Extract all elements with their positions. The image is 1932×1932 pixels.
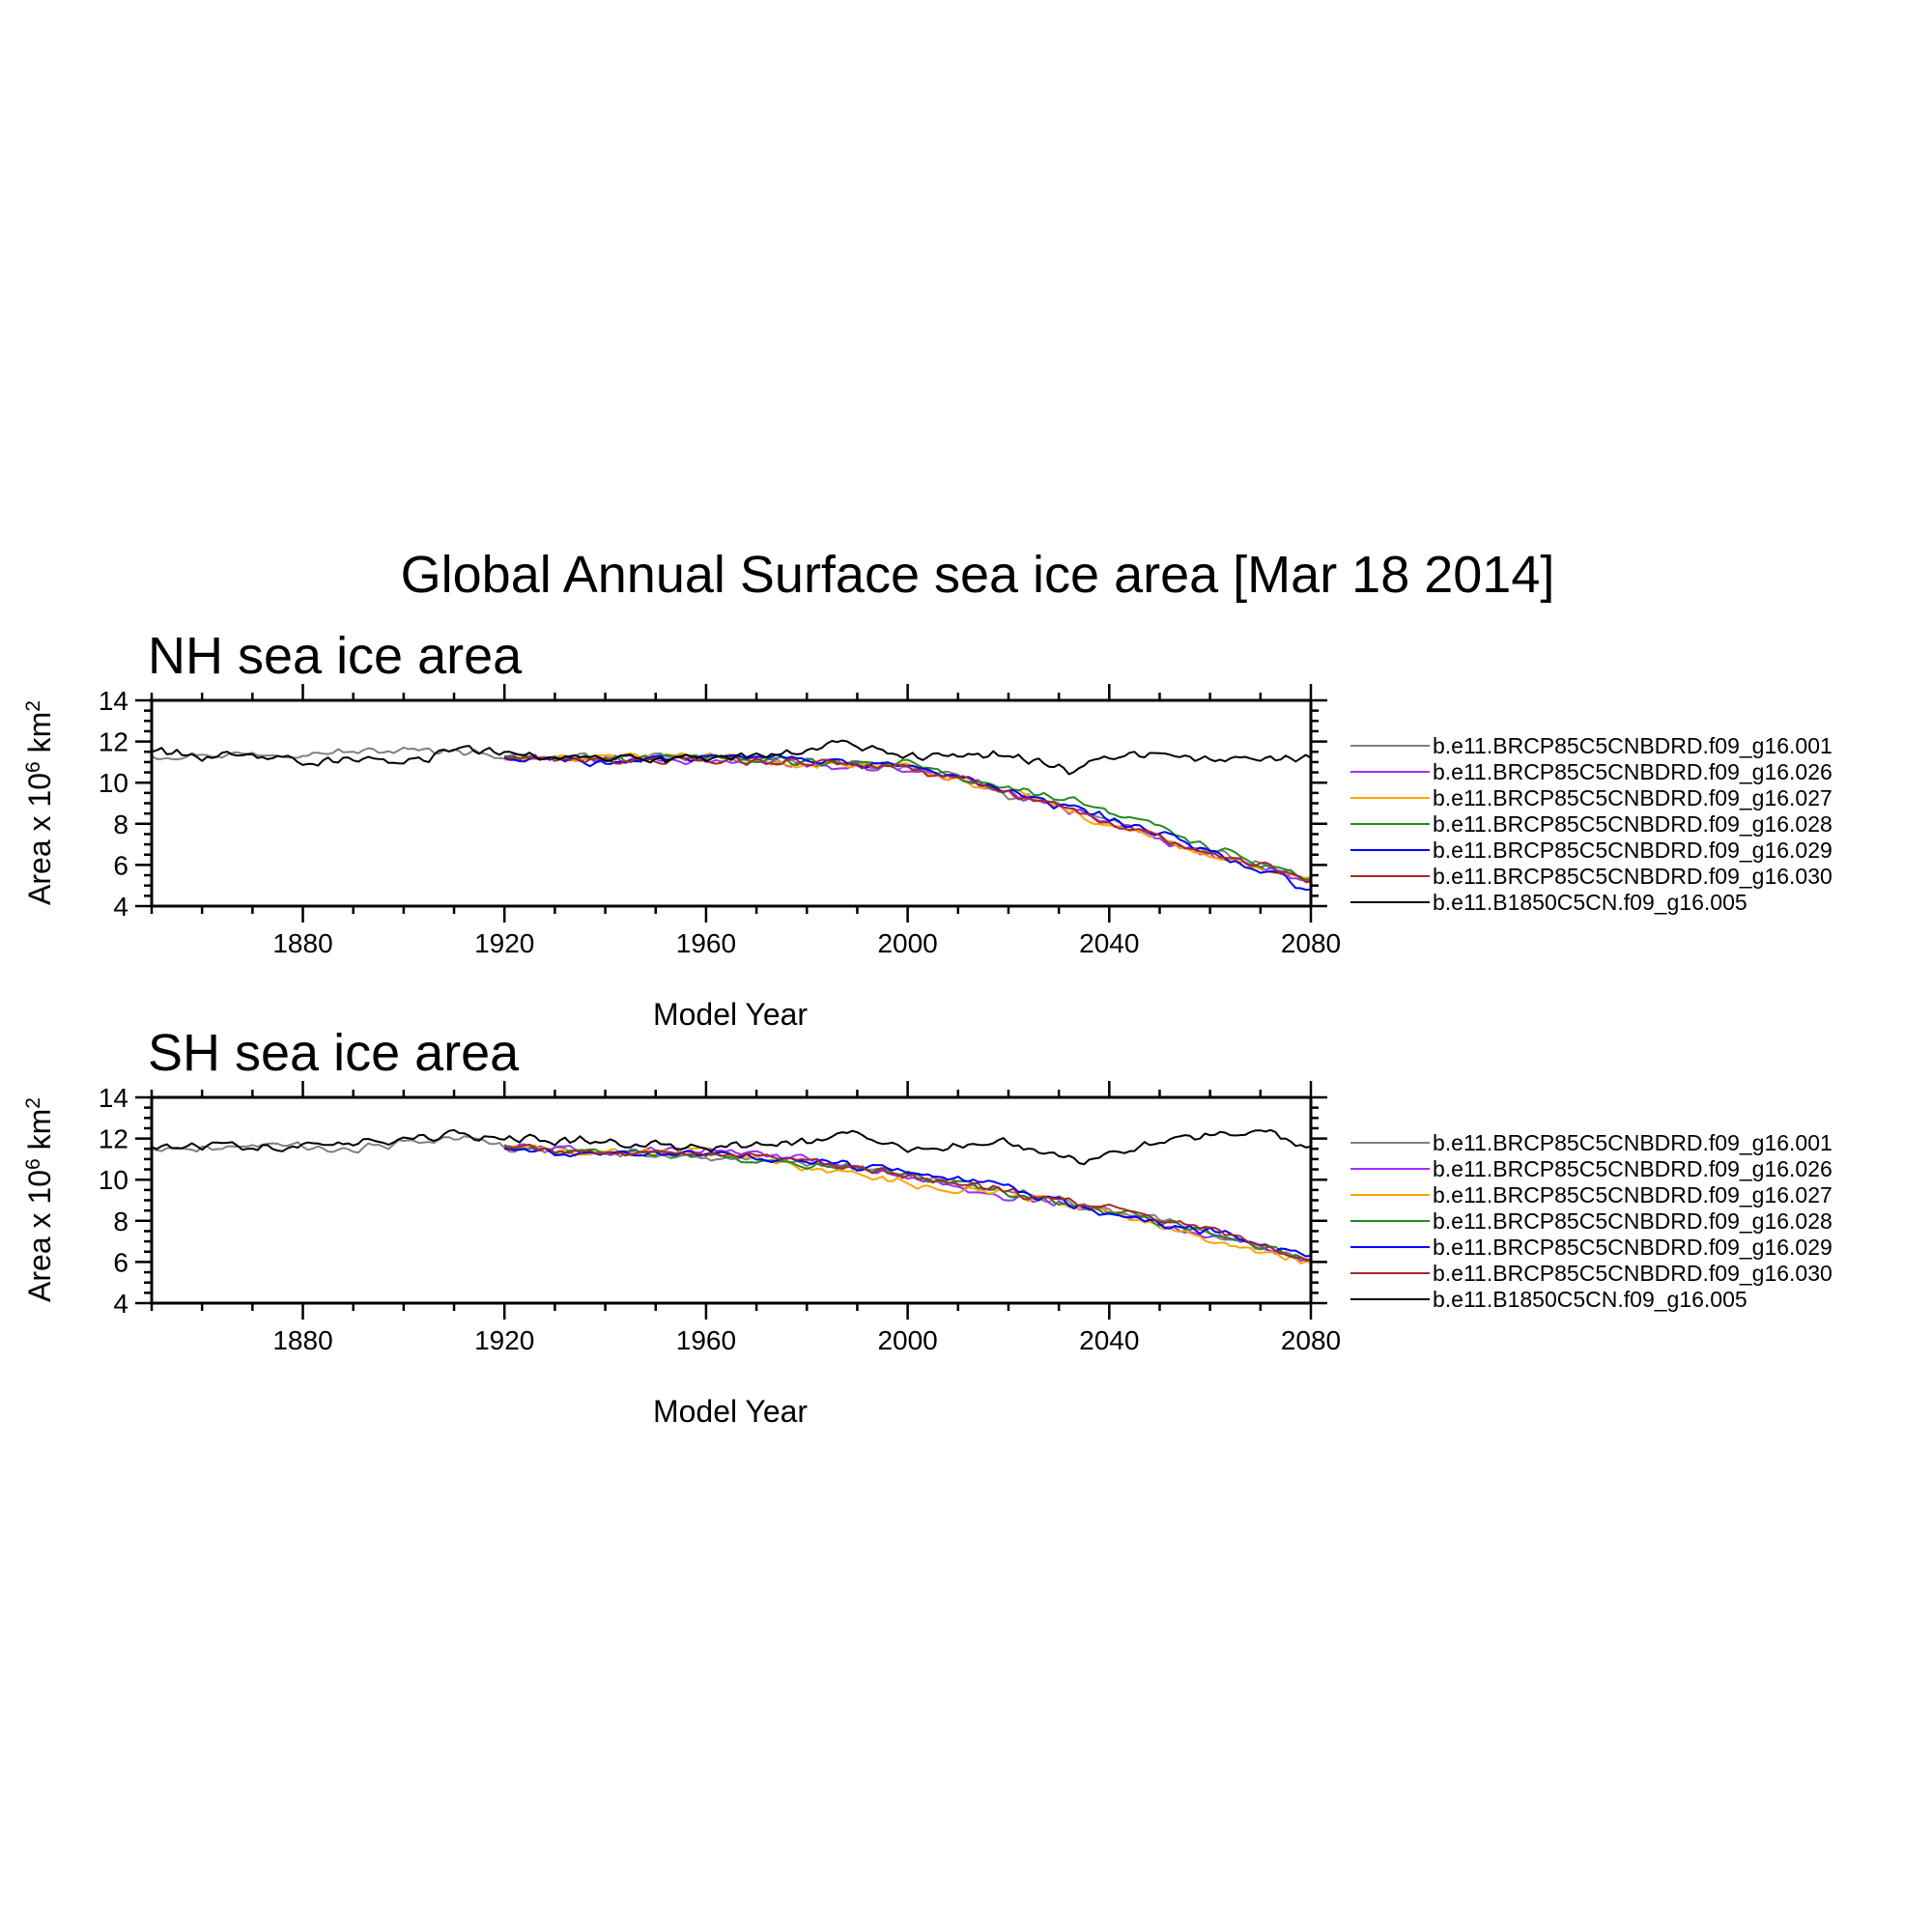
y-tick-label: 8 (113, 1207, 128, 1236)
y-axis-title: Area x 106 km2 (22, 1097, 58, 1302)
legend-label: b.e11.BRCP85C5CNBDRD.f09_g16.030 (1433, 864, 1833, 889)
y-tick-label: 12 (99, 1124, 128, 1154)
legend: b.e11.BRCP85C5CNBDRD.f09_g16.001b.e11.BR… (1350, 733, 1833, 915)
x-tick-label: 2000 (877, 1325, 937, 1355)
axis-tick-labels: 1880 1920 1960 2000 2040 2080 4 6 8 10 12 14 (99, 1083, 1341, 1355)
axis-ticks (135, 684, 1327, 923)
x-tick-label: 2080 (1281, 928, 1341, 958)
panel-sh: SH sea ice area Model Year Area x 106 km… (22, 1024, 1833, 1429)
x-tick-label: 1920 (474, 1325, 534, 1355)
series-line (503, 753, 1311, 891)
figure-title: Global Annual Surface sea ice area [Mar … (401, 546, 1555, 604)
y-tick-label: 6 (113, 850, 128, 880)
y-tick-label: 10 (99, 1165, 128, 1195)
y-tick-label: 4 (113, 892, 128, 922)
x-axis-title: Model Year (653, 997, 808, 1032)
y-tick-label: 8 (113, 810, 128, 839)
plot-frame (150, 698, 1313, 908)
legend-label: b.e11.BRCP85C5CNBDRD.f09_g16.029 (1433, 1235, 1833, 1260)
series-line (151, 746, 1312, 883)
x-tick-label: 1880 (272, 928, 332, 958)
legend-label: b.e11.BRCP85C5CNBDRD.f09_g16.029 (1433, 838, 1833, 863)
legend-label: b.e11.BRCP85C5CNBDRD.f09_g16.030 (1433, 1261, 1833, 1286)
legend-label: b.e11.BRCP85C5CNBDRD.f09_g16.001 (1433, 1130, 1833, 1155)
series-line (504, 753, 1312, 881)
y-tick-label: 12 (99, 727, 128, 757)
series-line (504, 752, 1312, 879)
legend-label: b.e11.B1850C5CN.f09_g16.005 (1433, 890, 1747, 915)
legend: b.e11.BRCP85C5CNBDRD.f09_g16.001b.e11.BR… (1350, 1130, 1833, 1312)
series-lines (151, 1128, 1312, 1264)
y-axis-title: Area x 106 km2 (22, 700, 58, 905)
y-tick-label: 14 (99, 686, 128, 716)
x-tick-label: 1920 (474, 928, 534, 958)
legend-label: b.e11.BRCP85C5CNBDRD.f09_g16.027 (1433, 1182, 1833, 1208)
legend-label: b.e11.BRCP85C5CNBDRD.f09_g16.027 (1433, 785, 1833, 810)
y-tick-label: 6 (113, 1247, 128, 1277)
series-line (503, 1143, 1312, 1262)
legend-label: b.e11.BRCP85C5CNBDRD.f09_g16.026 (1433, 1156, 1833, 1181)
series-line (151, 739, 1312, 776)
x-tick-label: 2080 (1281, 1325, 1341, 1355)
series-line (504, 1145, 1312, 1262)
x-tick-label: 2040 (1079, 1325, 1139, 1355)
x-tick-label: 1960 (676, 928, 736, 958)
series-line (503, 1144, 1312, 1264)
series-line (504, 1147, 1312, 1258)
x-tick-label: 1960 (676, 1325, 736, 1355)
series-line (151, 1128, 1312, 1166)
axis-ticks (135, 1081, 1327, 1320)
series-lines (151, 739, 1312, 891)
y-tick-label: 14 (99, 1083, 128, 1113)
panel-title: SH sea ice area (148, 1024, 520, 1082)
legend-label: b.e11.BRCP85C5CNBDRD.f09_g16.028 (1433, 811, 1833, 837)
x-axis-title: Model Year (653, 1394, 808, 1429)
series-line (503, 753, 1312, 883)
x-tick-label: 2040 (1079, 928, 1139, 958)
axis-tick-labels: 1880 1920 1960 2000 2040 2080 4 6 8 10 12 14 (99, 686, 1341, 958)
legend-label: b.e11.BRCP85C5CNBDRD.f09_g16.028 (1433, 1208, 1833, 1234)
plot-frame (150, 1095, 1313, 1305)
legend-label: b.e11.B1850C5CN.f09_g16.005 (1433, 1287, 1747, 1312)
panel-title: NH sea ice area (148, 627, 523, 685)
panel-nh: NH sea ice area Model Year Area x 106 km… (22, 627, 1833, 1032)
series-line (503, 754, 1312, 884)
x-tick-label: 2000 (877, 928, 937, 958)
legend-label: b.e11.BRCP85C5CNBDRD.f09_g16.001 (1433, 733, 1833, 758)
y-tick-label: 4 (113, 1289, 128, 1319)
x-tick-label: 1880 (272, 1325, 332, 1355)
series-line (503, 1143, 1312, 1263)
legend-label: b.e11.BRCP85C5CNBDRD.f09_g16.026 (1433, 759, 1833, 784)
y-tick-label: 10 (99, 768, 128, 798)
